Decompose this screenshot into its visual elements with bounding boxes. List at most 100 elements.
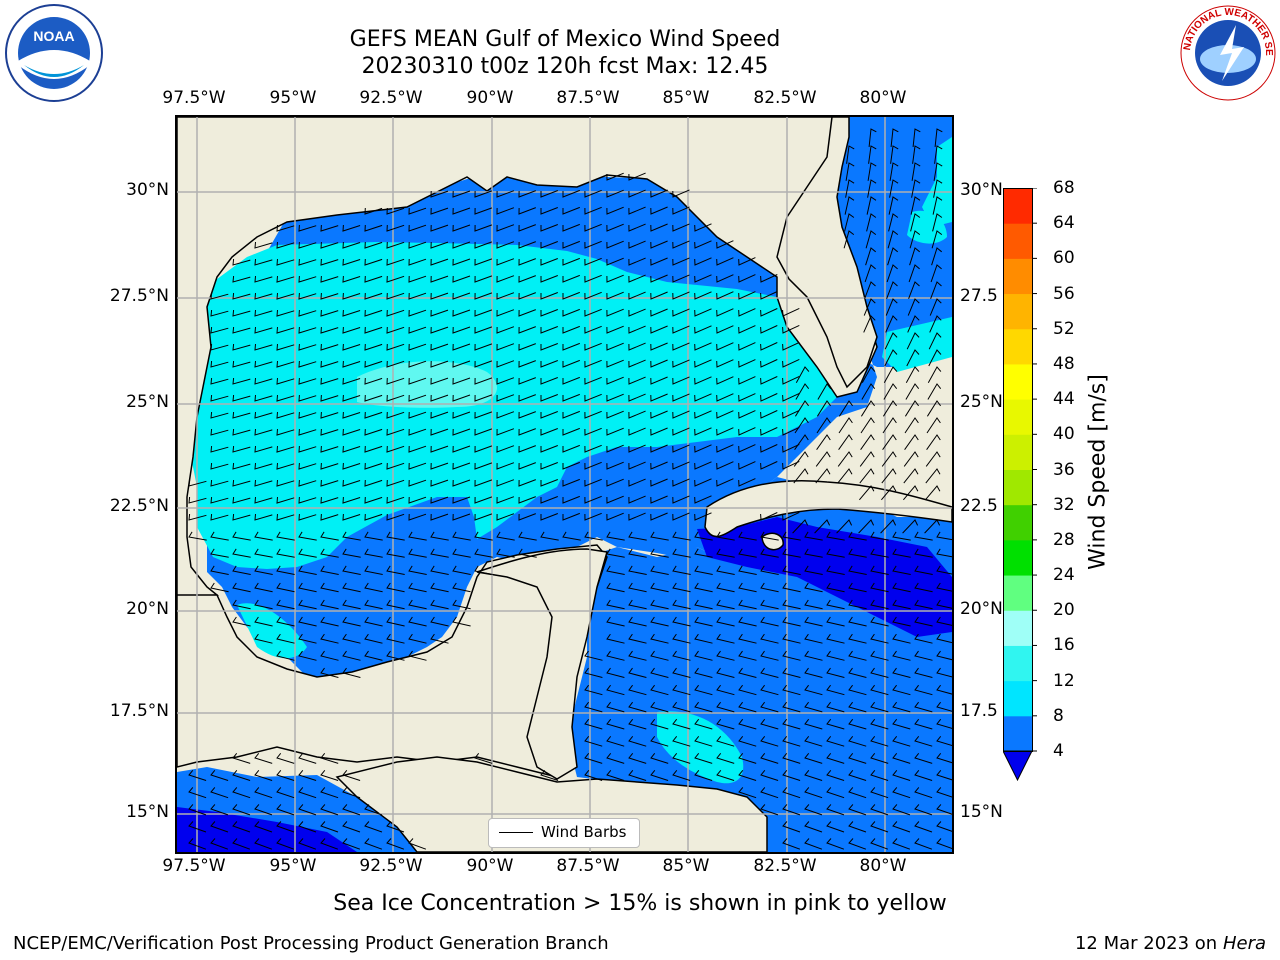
wind-barb: [276, 633, 295, 644]
wind-barb: [628, 684, 647, 696]
wind-barb: [584, 444, 602, 453]
colorbar-cell: [1003, 610, 1032, 646]
wind-barb: [880, 519, 897, 534]
colorbar-cell: [1003, 715, 1032, 752]
wind-barb: [562, 461, 580, 470]
wind-barb: [474, 531, 493, 541]
wind-barb: [606, 684, 625, 696]
colorbar-level-label: 32: [1053, 494, 1075, 515]
wind-barb: [672, 410, 690, 419]
wind-barb: [760, 565, 779, 575]
wind-barb: [882, 400, 897, 417]
colorbar-cell: [1003, 363, 1032, 400]
wind-barb: [386, 616, 405, 627]
wind-barb: [861, 366, 876, 384]
wind-barb: [364, 428, 383, 436]
wind-barb: [232, 445, 251, 453]
wind-barb: [320, 650, 339, 661]
wind-barb: [298, 496, 317, 504]
wind-barb: [936, 667, 952, 678]
wind-barb: [342, 428, 361, 436]
wind-barb: [210, 565, 229, 575]
wind-barb: [650, 735, 669, 747]
wind-barb: [562, 495, 580, 504]
wind-barb: [848, 718, 867, 730]
wind-barb: [254, 821, 273, 833]
wind-barb: [911, 162, 921, 181]
colorbar-level-label: 36: [1053, 459, 1075, 480]
wind-barb: [782, 358, 800, 368]
footer-host: Hera: [1222, 933, 1266, 954]
wind-barb: [933, 162, 943, 181]
wind-barb: [848, 701, 867, 713]
wind-barb: [584, 342, 602, 351]
wind-barb: [210, 787, 229, 799]
wind-barb: [838, 400, 853, 417]
wind-barb: [738, 531, 757, 541]
pacific-lt4-field: [177, 807, 357, 852]
wind-barb: [518, 292, 536, 300]
wind-barb: [540, 224, 558, 232]
wind-barb: [276, 650, 295, 661]
wind-barb: [232, 377, 251, 385]
wind-barb: [254, 582, 273, 593]
wind-barb: [848, 582, 867, 593]
wind-barb: [452, 462, 471, 470]
wind-barb: [843, 230, 855, 249]
wind-barb: [518, 190, 536, 198]
wind-barb: [562, 223, 580, 232]
wind-barb: [760, 376, 778, 385]
wind-barb: [606, 291, 624, 300]
wind-barb: [430, 190, 449, 198]
wind-barb: [232, 496, 251, 504]
wind-barb: [914, 684, 933, 696]
wind-barb: [672, 308, 690, 317]
wind-barb: [320, 633, 339, 644]
wind-barb: [342, 496, 361, 504]
wind-barb: [496, 190, 515, 198]
wind-barb: [848, 531, 867, 541]
wind-barb: [540, 462, 558, 470]
wind-barb: [826, 667, 845, 678]
wind-barb: [452, 616, 471, 627]
wind-barb: [858, 519, 875, 534]
wind-barb: [936, 804, 952, 815]
wind-barb: [859, 468, 875, 484]
wind-barb: [430, 207, 449, 215]
wind-barb: [342, 445, 361, 453]
wind-barb: [870, 565, 889, 575]
wind-barb: [868, 128, 877, 147]
wind-barb: [883, 383, 898, 400]
wind-barb: [474, 565, 493, 575]
wind-barb: [694, 308, 712, 317]
wind-barb: [584, 206, 602, 215]
wind-barb: [694, 359, 712, 368]
wind-barb: [860, 434, 875, 450]
wind-barb: [298, 445, 317, 453]
wind-barb: [474, 360, 493, 368]
wind-barb: [716, 718, 735, 730]
wind-barb: [760, 582, 779, 593]
wind-barb: [628, 752, 647, 764]
wind-barb: [276, 445, 295, 453]
wind-barb: [408, 462, 427, 470]
wind-barb: [914, 650, 933, 661]
wind-barb: [738, 752, 757, 764]
wind-barb: [892, 787, 911, 799]
wind-barb: [933, 179, 943, 198]
wind-barb: [452, 582, 471, 593]
wind-barb: [298, 428, 317, 436]
campeche-8-12: [237, 603, 307, 659]
wind-barb: [760, 752, 779, 764]
wind-barb: [606, 718, 625, 730]
wind-barb: [694, 410, 712, 419]
wind-barb: [496, 224, 515, 232]
wind-barb: [672, 769, 691, 781]
wind-barb: [860, 417, 875, 434]
wind-barb: [518, 343, 536, 351]
wind-barb: [386, 479, 405, 487]
colorbar-level-label: 16: [1053, 635, 1075, 656]
wind-barb: [254, 428, 273, 436]
wind-barb: [276, 531, 295, 541]
wind-barb: [672, 599, 691, 610]
